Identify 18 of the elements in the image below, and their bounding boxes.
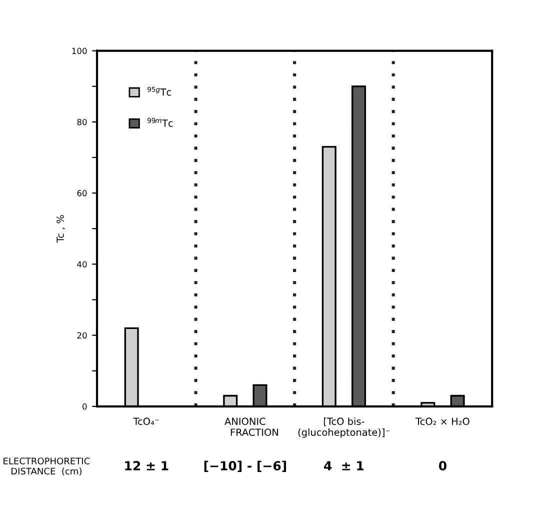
legend-label: $^{95g}$Tc [147, 86, 171, 96]
text: ELECTROPHORETIC DISTANCE (cm) [4, 458, 90, 476]
y-tick-label: 20 [77, 332, 87, 339]
legend-label: $^{99m}$Tc [147, 118, 173, 127]
y-tick-label: 80 [77, 118, 87, 126]
x-tick-label: ANIONIC FRACTION [224, 418, 278, 436]
y-tick-label: 0 [82, 403, 87, 410]
text: 0 [438, 461, 446, 470]
x-tick-label: [TcO bis- (glucoheptonate)]⁻ [298, 418, 390, 438]
y-tick-label: 60 [77, 190, 87, 196]
text: 4 ± 1 [324, 461, 364, 470]
x-tick-label: TcO₄⁻ [133, 418, 159, 426]
y-axis-title: Tc , % [56, 215, 65, 243]
x-tick-label: TcO₂ × H₂O [416, 418, 470, 426]
y-tick-label: 40 [77, 261, 87, 268]
y-tick-label: 100 [72, 48, 87, 54]
text: [−10] - [−6] [204, 460, 286, 472]
text: 12 ± 1 [125, 461, 168, 470]
